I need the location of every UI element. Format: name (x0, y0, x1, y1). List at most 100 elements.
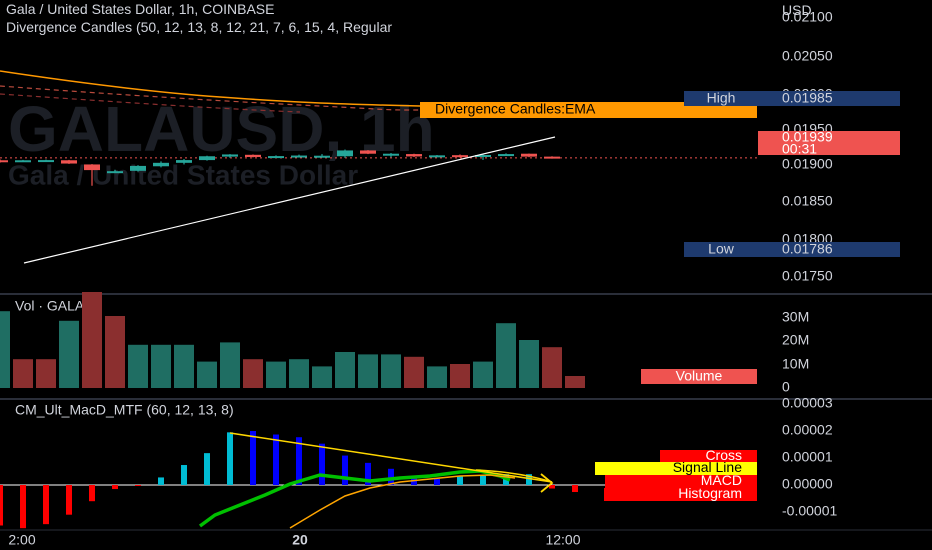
volume-axis-tick: 30M (782, 309, 809, 325)
volume-bar (427, 366, 447, 388)
macd-histogram-bar (526, 474, 532, 485)
macd-histogram-bar (0, 485, 3, 526)
high-label: High (707, 90, 736, 106)
volume-bar (335, 352, 355, 388)
volume-bar (13, 359, 33, 388)
ema-label: Divergence Candles:EMA (435, 101, 596, 117)
macd-histogram-bar (158, 477, 164, 485)
high-label-bg (684, 91, 758, 106)
volume-bar (266, 361, 286, 388)
volume-bar (381, 354, 401, 388)
macd-histogram-bar (434, 478, 440, 485)
candle-body (544, 156, 560, 159)
ema-line (0, 70, 421, 107)
macd-histogram-bar (227, 432, 233, 485)
macd-legend-label: MACD (701, 472, 742, 488)
candle-body (314, 155, 330, 158)
candle-body (15, 160, 31, 163)
macd-divergence-line (475, 469, 553, 483)
macd-legend-label: Cross (705, 447, 742, 463)
volume-bar (220, 342, 240, 388)
volume-bar (312, 366, 332, 388)
candle-body (291, 155, 307, 158)
time-axis-tick: 20 (292, 532, 308, 548)
low-value: 0.01786 (782, 241, 833, 257)
macd-histogram-bar (549, 485, 555, 489)
macd-histogram-bar (273, 434, 279, 485)
macd-histogram-bar (480, 475, 486, 485)
candle-body (268, 156, 284, 159)
candle-body (61, 160, 77, 164)
signal-line (289, 474, 516, 529)
macd-legend-label: Histogram (678, 485, 742, 501)
volume-bar (565, 376, 585, 388)
macd-legend-label: Signal Line (673, 459, 742, 475)
volume-bar (151, 344, 171, 388)
volume-axis-tick: 20M (782, 332, 809, 348)
macd-histogram-bar (342, 455, 348, 485)
macd-histogram-bar (457, 475, 463, 485)
volume-bar (82, 292, 102, 388)
macd-histogram-bar (572, 485, 578, 493)
volume-bar (36, 359, 56, 388)
candle-body (38, 160, 54, 163)
indicator-title: Divergence Candles (50, 12, 13, 8, 12, 2… (6, 19, 393, 35)
ema-dashed-line (0, 85, 421, 111)
divergence-arrow-icon (540, 473, 554, 493)
currency-label: USD (782, 2, 812, 18)
candle-body (337, 150, 353, 157)
volume-bar (105, 316, 125, 388)
candle-body (406, 154, 422, 157)
price-axis-tick: 0.01850 (782, 193, 833, 209)
macd-legend-bg (595, 462, 757, 475)
volume-bar (496, 323, 516, 388)
volume-bar (243, 359, 263, 388)
ema-dashed-line (0, 93, 301, 113)
volume-bar (289, 359, 309, 388)
candle-body (429, 155, 445, 158)
watermark-symbol: GALAUSD, 1h (8, 93, 435, 165)
macd-histogram-bar (66, 485, 72, 515)
volume-bar (404, 356, 424, 388)
volume-bar (473, 361, 493, 388)
volume-label-bg (641, 369, 757, 384)
low-label: Low (708, 241, 735, 257)
macd-histogram-bar (319, 443, 325, 485)
volume-bar (197, 361, 217, 388)
volume-label: Volume (676, 368, 723, 384)
macd-histogram-bar (135, 485, 141, 486)
chart-title: Gala / United States Dollar, 1h, COINBAS… (6, 1, 275, 17)
candle-body (360, 150, 376, 154)
macd-axis-tick: 0.00003 (782, 395, 833, 411)
volume-bar (519, 340, 539, 388)
candle-body (475, 154, 491, 157)
last-price-value: 0.01939 (782, 129, 833, 145)
macd-histogram-bar (181, 465, 187, 485)
macd-axis-tick: 0.00000 (782, 476, 833, 492)
macd-divergence-line (229, 432, 553, 483)
macd-axis-tick: 0.00002 (782, 422, 833, 438)
candle-body (383, 153, 399, 156)
volume-bar (59, 320, 79, 388)
high-value: 0.01985 (782, 90, 833, 106)
low-label-bg (684, 242, 758, 257)
volume-bar (542, 347, 562, 388)
candle-body (176, 160, 192, 163)
price-axis-tick: 0.02100 (782, 9, 833, 25)
candle-body (222, 154, 238, 157)
candle-body (245, 154, 261, 157)
volume-axis-tick: 0 (782, 379, 790, 395)
low-value-bg (758, 242, 900, 257)
volume-bar (450, 364, 470, 388)
price-axis-tick: 0.01750 (782, 268, 833, 284)
candle-body (498, 154, 514, 157)
ema-label-bg (420, 102, 757, 118)
candle-body (84, 164, 100, 171)
macd-histogram-bar (250, 431, 256, 485)
macd-histogram-bar (112, 485, 118, 490)
trend-line (23, 136, 556, 264)
time-axis-tick: 2:00 (8, 532, 35, 548)
macd-histogram-bar (43, 485, 49, 525)
macd-histogram-bar (204, 453, 210, 485)
price-axis-tick: 0.01900 (782, 156, 833, 172)
